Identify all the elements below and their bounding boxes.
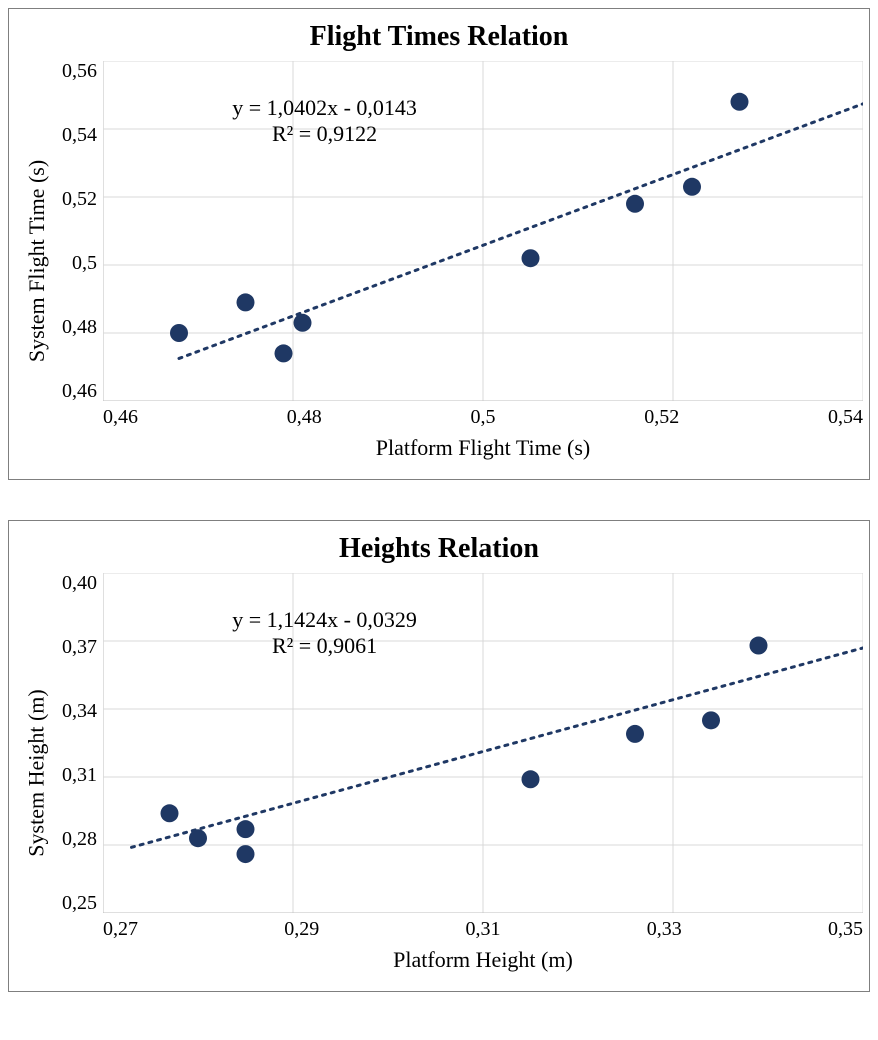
- y-axis-label: System Height (m): [24, 689, 50, 856]
- chart-title: Heights Relation: [23, 533, 855, 565]
- charts-container: Flight Times Relation System Flight Time …: [8, 8, 870, 992]
- plot-area: y = 1,1424x - 0,0329R² = 0,9061: [103, 573, 863, 913]
- data-point: [237, 845, 255, 863]
- x-tick-label: 0,46: [103, 407, 138, 427]
- plot-area: y = 1,0402x - 0,0143R² = 0,9122: [103, 61, 863, 401]
- y-tick-label: 0,5: [51, 253, 97, 273]
- data-point: [702, 711, 720, 729]
- data-point: [161, 804, 179, 822]
- x-tick-label: 0,35: [828, 919, 863, 939]
- x-tick-label: 0,54: [828, 407, 863, 427]
- data-point: [626, 195, 644, 213]
- data-point: [170, 324, 188, 342]
- data-point: [731, 93, 749, 111]
- data-point: [750, 637, 768, 655]
- chart-title: Flight Times Relation: [23, 21, 855, 53]
- equation-label: y = 1,1424x - 0,0329R² = 0,9061: [232, 607, 417, 659]
- x-tick-label: 0,52: [644, 407, 679, 427]
- y-tick-label: 0,31: [51, 765, 97, 785]
- data-point: [237, 820, 255, 838]
- y-tick-label: 0,37: [51, 637, 97, 657]
- x-tick-label: 0,48: [287, 407, 322, 427]
- data-point: [683, 178, 701, 196]
- data-point: [237, 293, 255, 311]
- data-point: [522, 249, 540, 267]
- data-point: [626, 725, 644, 743]
- y-tick-label: 0,25: [51, 893, 97, 913]
- trendline: [132, 627, 864, 847]
- y-axis-label: System Flight Time (s): [24, 160, 50, 362]
- y-tick-label: 0,52: [51, 189, 97, 209]
- chart-panel: Flight Times Relation System Flight Time …: [8, 8, 870, 480]
- r-squared-line: R² = 0,9061: [232, 633, 417, 659]
- x-tick-label: 0,5: [471, 407, 496, 427]
- equation-label: y = 1,0402x - 0,0143R² = 0,9122: [232, 95, 417, 147]
- x-tick-label: 0,33: [647, 919, 682, 939]
- y-tick-label: 0,48: [51, 317, 97, 337]
- data-point: [294, 314, 312, 332]
- data-point: [522, 770, 540, 788]
- y-tick-label: 0,34: [51, 701, 97, 721]
- y-tick-label: 0,40: [51, 573, 97, 593]
- y-tick-label: 0,56: [51, 61, 97, 81]
- equation-line: y = 1,0402x - 0,0143: [232, 95, 417, 121]
- data-point: [275, 344, 293, 362]
- data-point: [189, 829, 207, 847]
- x-axis-label: Platform Height (m): [103, 947, 863, 973]
- x-tick-label: 0,31: [466, 919, 501, 939]
- x-tick-label: 0,27: [103, 919, 138, 939]
- y-tick-label: 0,54: [51, 125, 97, 145]
- x-tick-label: 0,29: [284, 919, 319, 939]
- equation-line: y = 1,1424x - 0,0329: [232, 607, 417, 633]
- y-tick-label: 0,46: [51, 381, 97, 401]
- r-squared-line: R² = 0,9122: [232, 121, 417, 147]
- x-axis-label: Platform Flight Time (s): [103, 435, 863, 461]
- y-tick-label: 0,28: [51, 829, 97, 849]
- chart-panel: Heights Relation System Height (m) 0,40 0,3…: [8, 520, 870, 992]
